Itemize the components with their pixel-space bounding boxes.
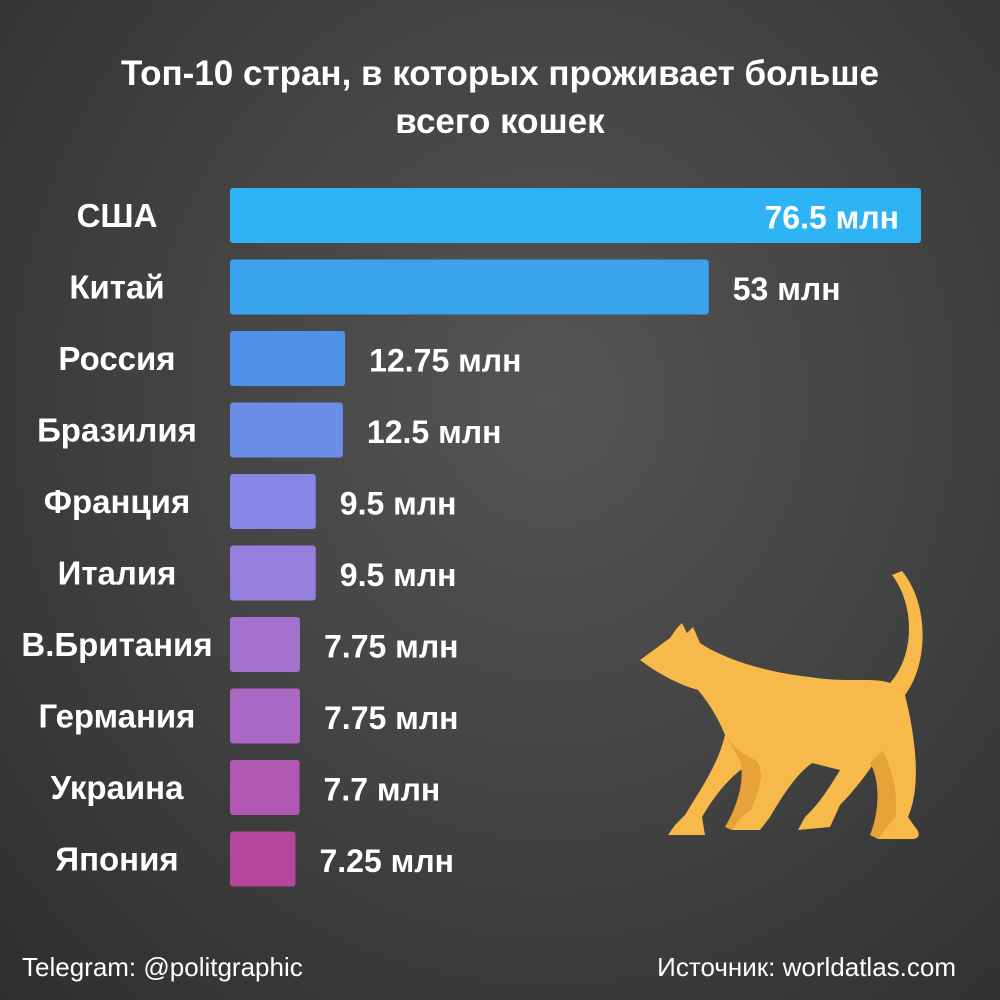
value-label: 7.7 млн xyxy=(324,772,441,808)
category-label: Украина xyxy=(51,769,185,806)
cat-icon xyxy=(640,571,923,839)
bar xyxy=(230,331,346,386)
chart-title: Топ-10 стран, в которых проживает больше… xyxy=(0,50,1000,146)
category-label: Италия xyxy=(58,555,177,592)
bar xyxy=(230,831,296,887)
value-label: 12.75 млн xyxy=(369,343,521,379)
value-label: 7.25 млн xyxy=(319,843,454,879)
value-label: 7.75 млн xyxy=(324,700,459,736)
value-label: 7.75 млн xyxy=(324,629,459,665)
value-label: 9.5 млн xyxy=(340,557,457,593)
bar xyxy=(230,188,921,243)
bar xyxy=(230,259,709,315)
value-label: 76.5 млн xyxy=(765,200,900,236)
category-label: В.Британия xyxy=(21,626,212,663)
telegram-credit: Telegram: @politgraphic xyxy=(22,952,303,982)
category-label: Россия xyxy=(58,340,175,377)
source-credit: Источник: worldatlas.com xyxy=(657,952,956,982)
bar xyxy=(230,617,301,672)
bar xyxy=(230,545,316,601)
bar xyxy=(230,760,300,815)
bar xyxy=(230,688,301,744)
category-label: США xyxy=(77,197,158,234)
value-label: 12.5 млн xyxy=(367,414,502,450)
category-label: Германия xyxy=(39,698,196,735)
chart-title-line-2: всего кошек xyxy=(395,102,605,141)
value-label: 53 млн xyxy=(733,271,841,307)
value-label: 9.5 млн xyxy=(340,486,457,522)
category-label: Франция xyxy=(44,483,190,520)
category-label: Япония xyxy=(55,841,178,878)
bar xyxy=(230,474,316,529)
category-label: Китай xyxy=(69,269,164,306)
chart-title-line-1: Топ-10 стран, в которых проживает больше xyxy=(120,54,880,93)
bar xyxy=(230,402,343,458)
category-label: Бразилия xyxy=(37,412,197,449)
